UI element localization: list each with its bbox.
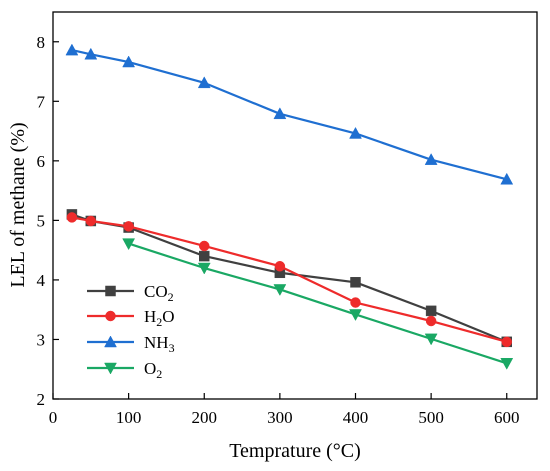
data-point-nh3 [65, 43, 79, 56]
data-point-nh3 [122, 55, 136, 68]
data-point-h2o [350, 297, 361, 308]
data-point-nh3 [500, 172, 514, 185]
data-point-o2 [273, 284, 287, 296]
data-point-co2 [199, 250, 210, 262]
legend: CO2 H2O NH3 O2 [87, 282, 175, 381]
x-tick-label: 0 [49, 408, 58, 427]
legend-label-o2: O2 [144, 359, 162, 381]
x-tick-label: 200 [192, 408, 218, 427]
legend-item-h2o: H2O [87, 307, 175, 329]
legend-label-co2: CO2 [144, 282, 174, 304]
data-point-o2 [500, 358, 514, 370]
legend-marker-co2 [105, 285, 116, 297]
data-point-h2o [66, 212, 78, 223]
data-point-nh3 [273, 107, 287, 120]
x-tick-label: 500 [418, 408, 444, 427]
x-tick-label: 400 [343, 408, 369, 427]
plot-frame [52, 11, 538, 400]
data-point-nh3 [349, 126, 362, 139]
series-layer [65, 43, 514, 370]
data-point-h2o [425, 315, 437, 327]
data-point-h2o [199, 240, 210, 252]
data-point-h2o [85, 215, 97, 227]
legend-marker-o2 [104, 362, 117, 375]
y-tick-label: 6 [37, 152, 46, 171]
data-point-co2 [425, 305, 437, 317]
series-line-nh3 [71, 49, 508, 181]
y-tick-label: 5 [37, 211, 46, 230]
y-tick-label: 3 [37, 330, 46, 349]
series-nh3 [65, 43, 514, 185]
y-tick-label: 4 [37, 271, 46, 290]
data-point-nh3 [424, 153, 438, 165]
legend-item-nh3: NH3 [87, 333, 175, 355]
data-point-o2 [197, 262, 211, 275]
series-co2 [66, 209, 512, 348]
y-tick-label: 2 [37, 390, 46, 409]
series-o2 [122, 238, 514, 370]
legend-label-h2o: H2O [144, 307, 175, 329]
axis-ticks: 0 100 200 300 400 500 600 2 3 4 5 6 7 8 [37, 33, 520, 427]
data-point-h2o [123, 221, 134, 232]
data-point-o2 [424, 333, 438, 346]
legend-marker-h2o [105, 310, 116, 322]
data-point-h2o [501, 336, 512, 348]
legend-item-o2: O2 [87, 359, 162, 381]
legend-label-nh3: NH3 [144, 333, 175, 355]
series-h2o [66, 212, 512, 348]
data-point-nh3 [84, 47, 98, 60]
x-axis-title: Temprature (°C) [229, 440, 361, 462]
x-tick-label: 300 [267, 408, 293, 427]
legend-item-co2: CO2 [87, 282, 174, 304]
y-axis-title: LEL of methane (%) [7, 122, 29, 287]
series-line-o2 [128, 242, 508, 365]
y-tick-label: 8 [37, 33, 46, 52]
x-tick-label: 600 [494, 408, 520, 427]
data-point-o2 [349, 309, 362, 321]
data-point-o2 [122, 238, 136, 251]
series-line-h2o [71, 216, 508, 343]
data-point-h2o [274, 260, 286, 272]
data-point-co2 [350, 277, 361, 288]
legend-marker-nh3 [104, 335, 117, 348]
x-tick-label: 100 [116, 408, 142, 427]
y-tick-label: 7 [37, 92, 46, 111]
data-point-nh3 [197, 76, 211, 89]
